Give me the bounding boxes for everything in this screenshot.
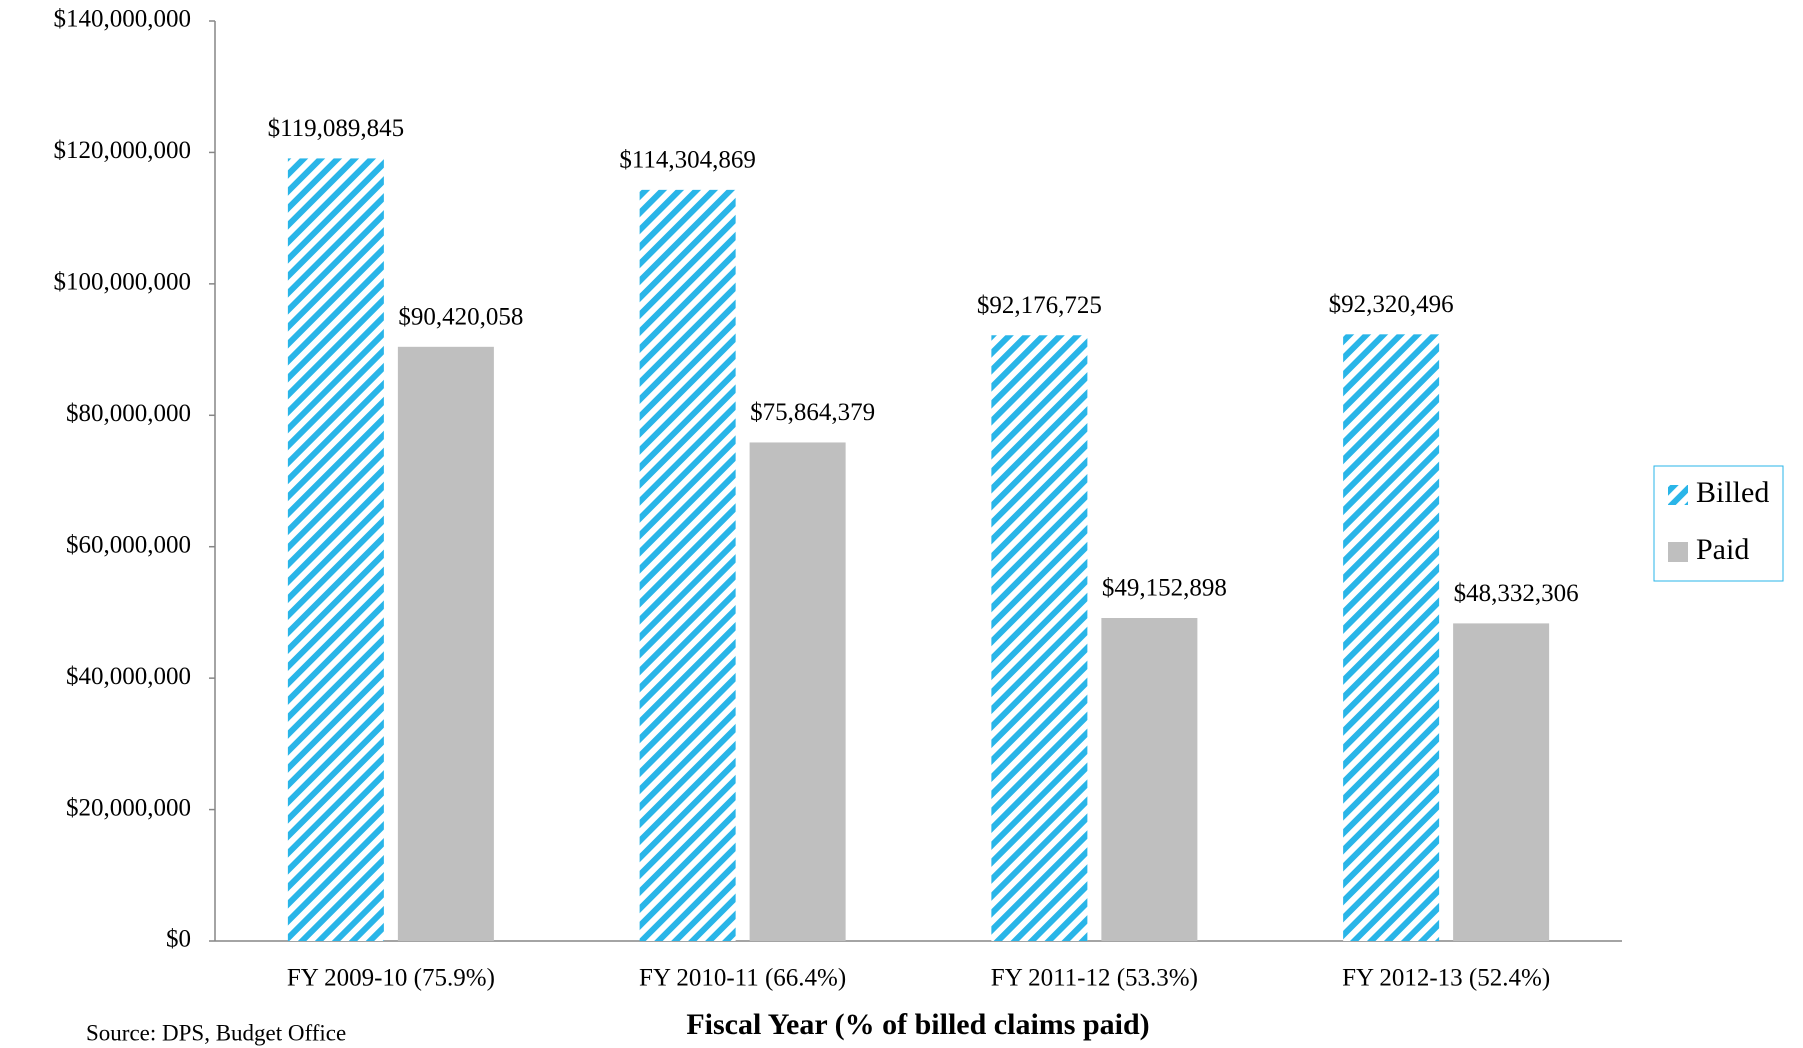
x-tick-label: FY 2012-13 (52.4%) <box>1342 965 1550 992</box>
data-label: $119,089,845 <box>268 115 405 142</box>
bar <box>1453 623 1550 941</box>
y-tick-label: $120,000,000 <box>54 137 192 164</box>
bar <box>287 158 384 941</box>
legend-swatch <box>1668 542 1688 562</box>
bar <box>639 189 736 942</box>
y-tick-label: $0 <box>166 926 191 953</box>
data-label: $75,864,379 <box>750 399 875 426</box>
x-axis-title: Fiscal Year (% of billed claims paid) <box>686 1008 1149 1041</box>
bar <box>397 346 494 941</box>
bar <box>1101 617 1198 941</box>
x-tick-label: FY 2010-11 (66.4%) <box>639 965 846 992</box>
x-tick-label: FY 2011-12 (53.3%) <box>991 965 1198 992</box>
data-label: $48,332,306 <box>1454 580 1579 607</box>
y-tick-label: $20,000,000 <box>66 794 191 821</box>
y-tick-label: $60,000,000 <box>66 531 191 558</box>
y-tick-label: $100,000,000 <box>54 269 192 296</box>
data-label: $49,152,898 <box>1102 575 1227 602</box>
bar <box>991 335 1088 942</box>
data-label: $114,304,869 <box>619 147 756 174</box>
bar <box>1343 334 1440 941</box>
y-tick-label: $80,000,000 <box>66 400 191 427</box>
legend-swatch <box>1668 485 1688 505</box>
source-note: Source: DPS, Budget Office <box>86 1020 346 1045</box>
data-label: $92,176,725 <box>977 292 1102 319</box>
x-tick-label: FY 2009-10 (75.9%) <box>287 965 495 992</box>
legend-label: Paid <box>1696 533 1749 566</box>
data-label: $92,320,496 <box>1329 291 1454 318</box>
y-tick-label: $40,000,000 <box>66 663 191 690</box>
y-tick-label: $140,000,000 <box>54 6 192 33</box>
legend-label: Billed <box>1696 476 1769 509</box>
data-label: $90,420,058 <box>398 304 523 331</box>
bar <box>749 442 846 941</box>
